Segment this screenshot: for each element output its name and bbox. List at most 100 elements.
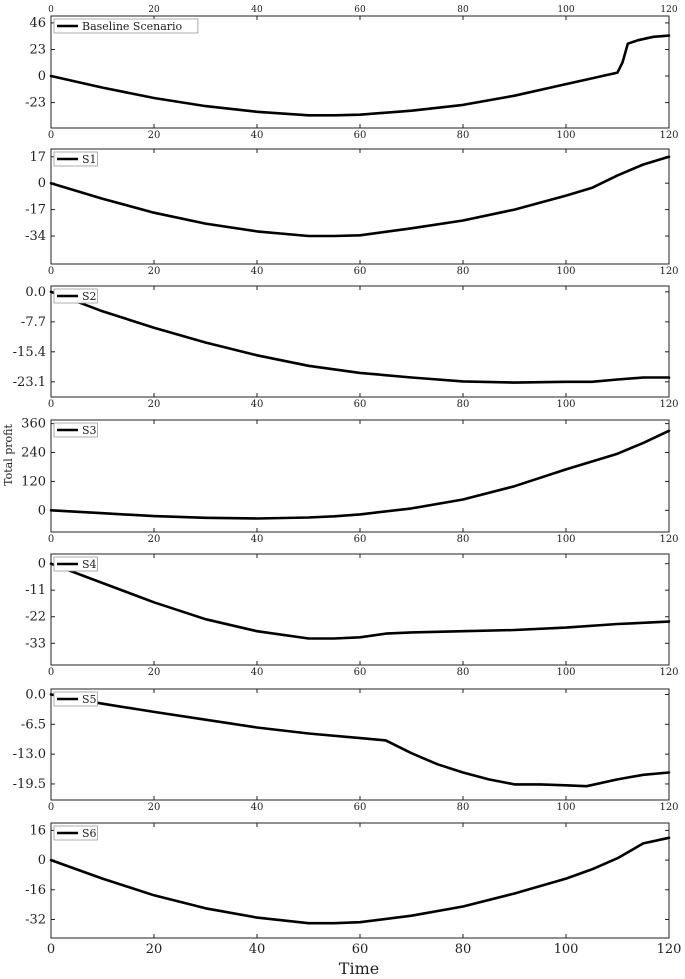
legend-label: Baseline Scenario xyxy=(82,20,183,33)
x-tick-label: 80 xyxy=(457,802,470,813)
plot-frame xyxy=(50,148,670,265)
x-tick-label: 0 xyxy=(48,534,54,545)
chart-panel-4: 0 20 40 60 80 100 120 360 240 120 0 S3 xyxy=(21,417,678,545)
y-tick-label: 46 xyxy=(29,16,46,31)
y-tick-label: 0 xyxy=(38,853,46,868)
chart-panel-2: 0 20 40 60 80 100 120 17 0 -17 -34 S1 xyxy=(25,148,679,277)
y-tick-label: -16 xyxy=(25,883,46,898)
y-tick-label: -13.0 xyxy=(13,747,46,762)
y-tick-label: 0.0 xyxy=(25,285,46,300)
legend-label: S2 xyxy=(82,290,97,303)
chart-panel-6: 0 20 40 60 80 100 120 0.0 -6.5 -13.0 -19.5 S5 xyxy=(13,688,679,813)
legend-label: S5 xyxy=(82,693,97,706)
x-tick-label: 60 xyxy=(352,942,369,957)
y-tick-label: -6.5 xyxy=(21,717,46,732)
chart-panel-5: 0 20 40 60 80 100 120 0 -11 -22 -33 S4 xyxy=(25,553,679,678)
y-tick-label: 0.0 xyxy=(25,688,46,703)
x-tick-label: 60 xyxy=(354,130,367,141)
series-line xyxy=(49,34,671,117)
series-line xyxy=(49,429,671,520)
x-axis-label: Time xyxy=(339,959,379,978)
x-tick-label: 80 xyxy=(457,399,470,410)
x-tick-label: 60 xyxy=(354,399,367,410)
legend-label: S3 xyxy=(82,424,97,437)
x-tick-label: 100 xyxy=(556,130,575,141)
x-tick-label: 40 xyxy=(251,802,264,813)
x-tick-label: 120 xyxy=(659,130,678,141)
x-tick-label: 100 xyxy=(556,534,575,545)
x-tick-label: 120 xyxy=(657,942,682,957)
x-tick-label: 20 xyxy=(148,266,161,277)
plot-frame xyxy=(50,553,670,666)
x-tick-label: 40 xyxy=(251,399,264,410)
x-tick-label: 40 xyxy=(249,942,266,957)
plot-frame xyxy=(50,822,670,939)
y-tick-label: 23 xyxy=(29,42,46,57)
x-tick-label: 60 xyxy=(354,802,367,813)
x-tick-label: 60 xyxy=(354,667,367,678)
y-tick-label: 0 xyxy=(38,557,46,572)
x-tick-label: 0 xyxy=(47,942,55,957)
y-tick-label: -22 xyxy=(25,610,46,625)
y-tick-label: -23.1 xyxy=(13,375,46,390)
plot-frame xyxy=(50,688,670,801)
y-tick-label: 120 xyxy=(21,474,46,489)
x-tick-label: 0 xyxy=(48,802,54,813)
x-tick-label: 80 xyxy=(457,266,470,277)
series-line xyxy=(49,836,671,925)
x-tick-label: 120 xyxy=(659,802,678,813)
x-tick-label: 40 xyxy=(251,130,264,141)
x-tick-label: 80 xyxy=(457,534,470,545)
y-tick-label: 17 xyxy=(29,150,46,165)
legend-label: S6 xyxy=(82,827,97,840)
chart-panel-3: 0 20 40 60 80 100 120 0.0 -7.7 -15.4 -23.1 S2 xyxy=(13,285,679,410)
y-tick-label: -32 xyxy=(25,912,46,927)
x-tick-label: 20 xyxy=(148,802,161,813)
y-tick-label: -33 xyxy=(25,636,46,651)
x-tick-label: 100 xyxy=(556,667,575,678)
x-tick-label: 100 xyxy=(556,399,575,410)
legend-label: S4 xyxy=(82,558,97,571)
x-tick-label: 80 xyxy=(457,130,470,141)
legend-label: S1 xyxy=(82,153,97,166)
y-tick-label: 360 xyxy=(21,417,46,432)
y-tick-label: 0 xyxy=(38,69,46,84)
series-line xyxy=(49,562,671,640)
x-tick-label-top: 100 xyxy=(557,5,574,15)
series-line xyxy=(49,693,671,788)
x-tick-label-top: 20 xyxy=(148,5,160,15)
y-tick-label: 16 xyxy=(29,823,46,838)
y-tick-label: -11 xyxy=(25,583,46,598)
y-tick-label: -15.4 xyxy=(13,345,46,360)
x-tick-label: 60 xyxy=(354,534,367,545)
x-tick-label-top: 80 xyxy=(457,5,469,15)
x-tick-label: 40 xyxy=(251,534,264,545)
x-tick-label: 120 xyxy=(659,667,678,678)
x-tick-label: 120 xyxy=(659,266,678,277)
x-tick-label: 0 xyxy=(48,130,54,141)
y-axis-label: Total profit xyxy=(2,424,15,486)
y-tick-label: -7.7 xyxy=(21,315,46,330)
y-tick-label: 240 xyxy=(21,446,46,461)
series-line xyxy=(49,155,671,238)
x-tick-label: 20 xyxy=(148,130,161,141)
x-tick-label: 100 xyxy=(554,942,579,957)
x-tick-label-top: 0 xyxy=(48,5,54,15)
x-tick-label-top: 40 xyxy=(251,5,263,15)
x-tick-label: 20 xyxy=(148,399,161,410)
chart-panel-1: 0 0 20 20 40 40 60 60 80 80 100 100 120 120 46 23 0 -23 Ba… xyxy=(25,5,678,141)
legend-box xyxy=(53,18,199,34)
x-tick-label: 80 xyxy=(457,667,470,678)
x-tick-label: 20 xyxy=(146,942,163,957)
x-tick-label: 120 xyxy=(659,534,678,545)
series-line xyxy=(49,290,671,384)
y-tick-label: -17 xyxy=(25,203,46,218)
x-tick-label: 0 xyxy=(48,399,54,410)
y-tick-label: -19.5 xyxy=(13,777,46,792)
x-tick-label: 40 xyxy=(251,667,264,678)
y-tick-label: 0 xyxy=(38,176,46,191)
x-tick-label: 60 xyxy=(354,266,367,277)
x-tick-label: 0 xyxy=(48,667,54,678)
y-tick-label: -23 xyxy=(25,96,46,111)
panels-group: 0 0 20 20 40 40 60 60 80 80 100 100 120 120 46 23 0 -23 Ba… xyxy=(13,5,682,957)
